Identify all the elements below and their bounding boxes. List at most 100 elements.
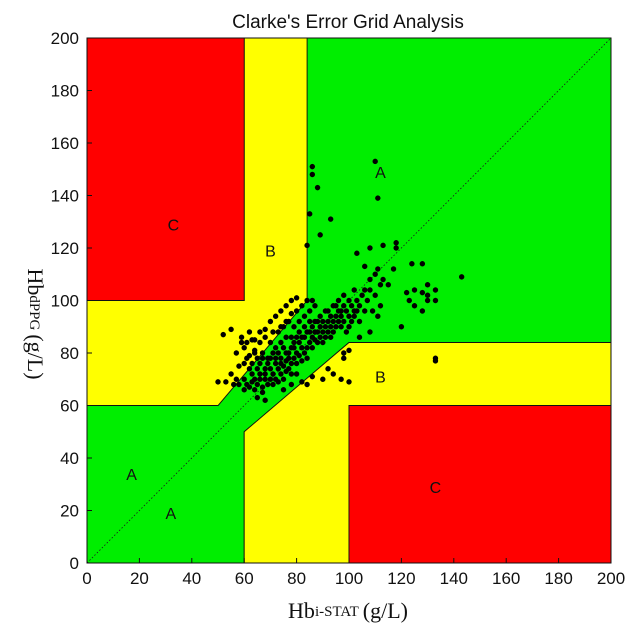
x-tick-label: 20 — [130, 569, 149, 588]
data-point — [307, 211, 313, 217]
x-tick-label: 160 — [492, 569, 520, 588]
data-point — [286, 355, 292, 361]
data-point — [432, 358, 439, 364]
data-point — [283, 303, 289, 309]
data-point — [377, 303, 384, 309]
data-point — [341, 303, 347, 309]
data-point — [233, 376, 240, 382]
data-point — [304, 381, 310, 388]
data-point — [267, 366, 274, 372]
data-point — [424, 297, 431, 304]
diagonal-reference-line — [86, 37, 612, 564]
data-point — [262, 371, 268, 377]
data-point — [251, 337, 258, 343]
data-point — [241, 376, 247, 382]
data-point — [299, 358, 305, 364]
zone-c-region-4 — [348, 405, 612, 564]
data-point — [411, 287, 418, 293]
data-point — [283, 318, 289, 325]
data-point — [267, 318, 274, 325]
data-point — [293, 334, 300, 340]
data-point — [304, 242, 310, 249]
data-point — [304, 345, 310, 351]
y-tick-label: 180 — [51, 82, 79, 101]
data-point — [246, 384, 253, 390]
x-tick-label: 60 — [235, 569, 254, 588]
data-point — [354, 308, 360, 314]
data-point — [372, 292, 378, 298]
data-point — [419, 289, 426, 296]
y-tick-label: 20 — [60, 502, 79, 521]
data-point — [375, 266, 381, 272]
data-point — [288, 371, 295, 377]
data-point — [327, 334, 334, 340]
data-point — [257, 371, 263, 377]
data-point — [265, 381, 271, 388]
data-point — [309, 171, 316, 178]
data-point — [254, 366, 260, 372]
data-point — [254, 355, 260, 361]
data-point — [341, 292, 347, 298]
data-point — [238, 334, 245, 340]
data-point — [393, 240, 399, 246]
data-point — [356, 318, 363, 325]
data-point — [280, 345, 287, 351]
data-points — [215, 158, 465, 403]
zone-label-a-0: A — [375, 165, 386, 182]
data-point — [251, 350, 258, 356]
data-point — [351, 287, 357, 293]
data-point — [309, 373, 316, 380]
data-point — [314, 339, 321, 346]
data-point — [341, 318, 347, 325]
x-tick-label: 40 — [182, 569, 201, 588]
data-point — [338, 313, 344, 319]
data-point — [333, 303, 339, 309]
data-point — [367, 287, 373, 293]
data-point — [325, 318, 331, 325]
data-point — [291, 355, 297, 361]
data-point — [317, 313, 323, 319]
data-point — [272, 355, 279, 361]
data-point — [304, 329, 310, 335]
data-point — [291, 324, 297, 330]
data-point — [301, 324, 308, 330]
data-point — [265, 360, 271, 367]
data-point — [309, 324, 316, 330]
data-point — [293, 308, 300, 314]
y-tick-label: 160 — [51, 134, 79, 153]
data-point — [288, 297, 295, 304]
data-point — [254, 394, 260, 401]
data-point — [424, 282, 431, 288]
data-point — [251, 387, 258, 393]
data-point — [409, 261, 415, 267]
data-point — [236, 381, 242, 388]
data-point — [288, 381, 295, 388]
data-point — [335, 308, 342, 314]
zone-c-region-3 — [86, 37, 245, 301]
data-point — [231, 381, 237, 388]
data-point — [304, 297, 310, 304]
data-point — [341, 355, 347, 361]
data-point — [309, 345, 316, 351]
data-point — [369, 308, 376, 314]
data-point — [385, 282, 391, 288]
data-point — [312, 303, 318, 309]
data-point — [320, 339, 326, 346]
data-point — [259, 350, 266, 356]
data-point — [372, 158, 378, 165]
data-point — [322, 334, 329, 340]
data-point — [348, 303, 355, 309]
data-point — [325, 366, 331, 372]
data-point — [327, 324, 334, 330]
y-tick-label: 0 — [70, 554, 79, 573]
data-point — [333, 313, 339, 319]
data-point — [293, 371, 300, 377]
data-point — [346, 347, 352, 354]
data-point — [314, 318, 321, 325]
data-point — [367, 329, 373, 335]
data-point — [220, 331, 226, 338]
y-tick-label: 60 — [60, 397, 79, 416]
data-point — [246, 366, 253, 372]
data-point — [346, 324, 352, 330]
